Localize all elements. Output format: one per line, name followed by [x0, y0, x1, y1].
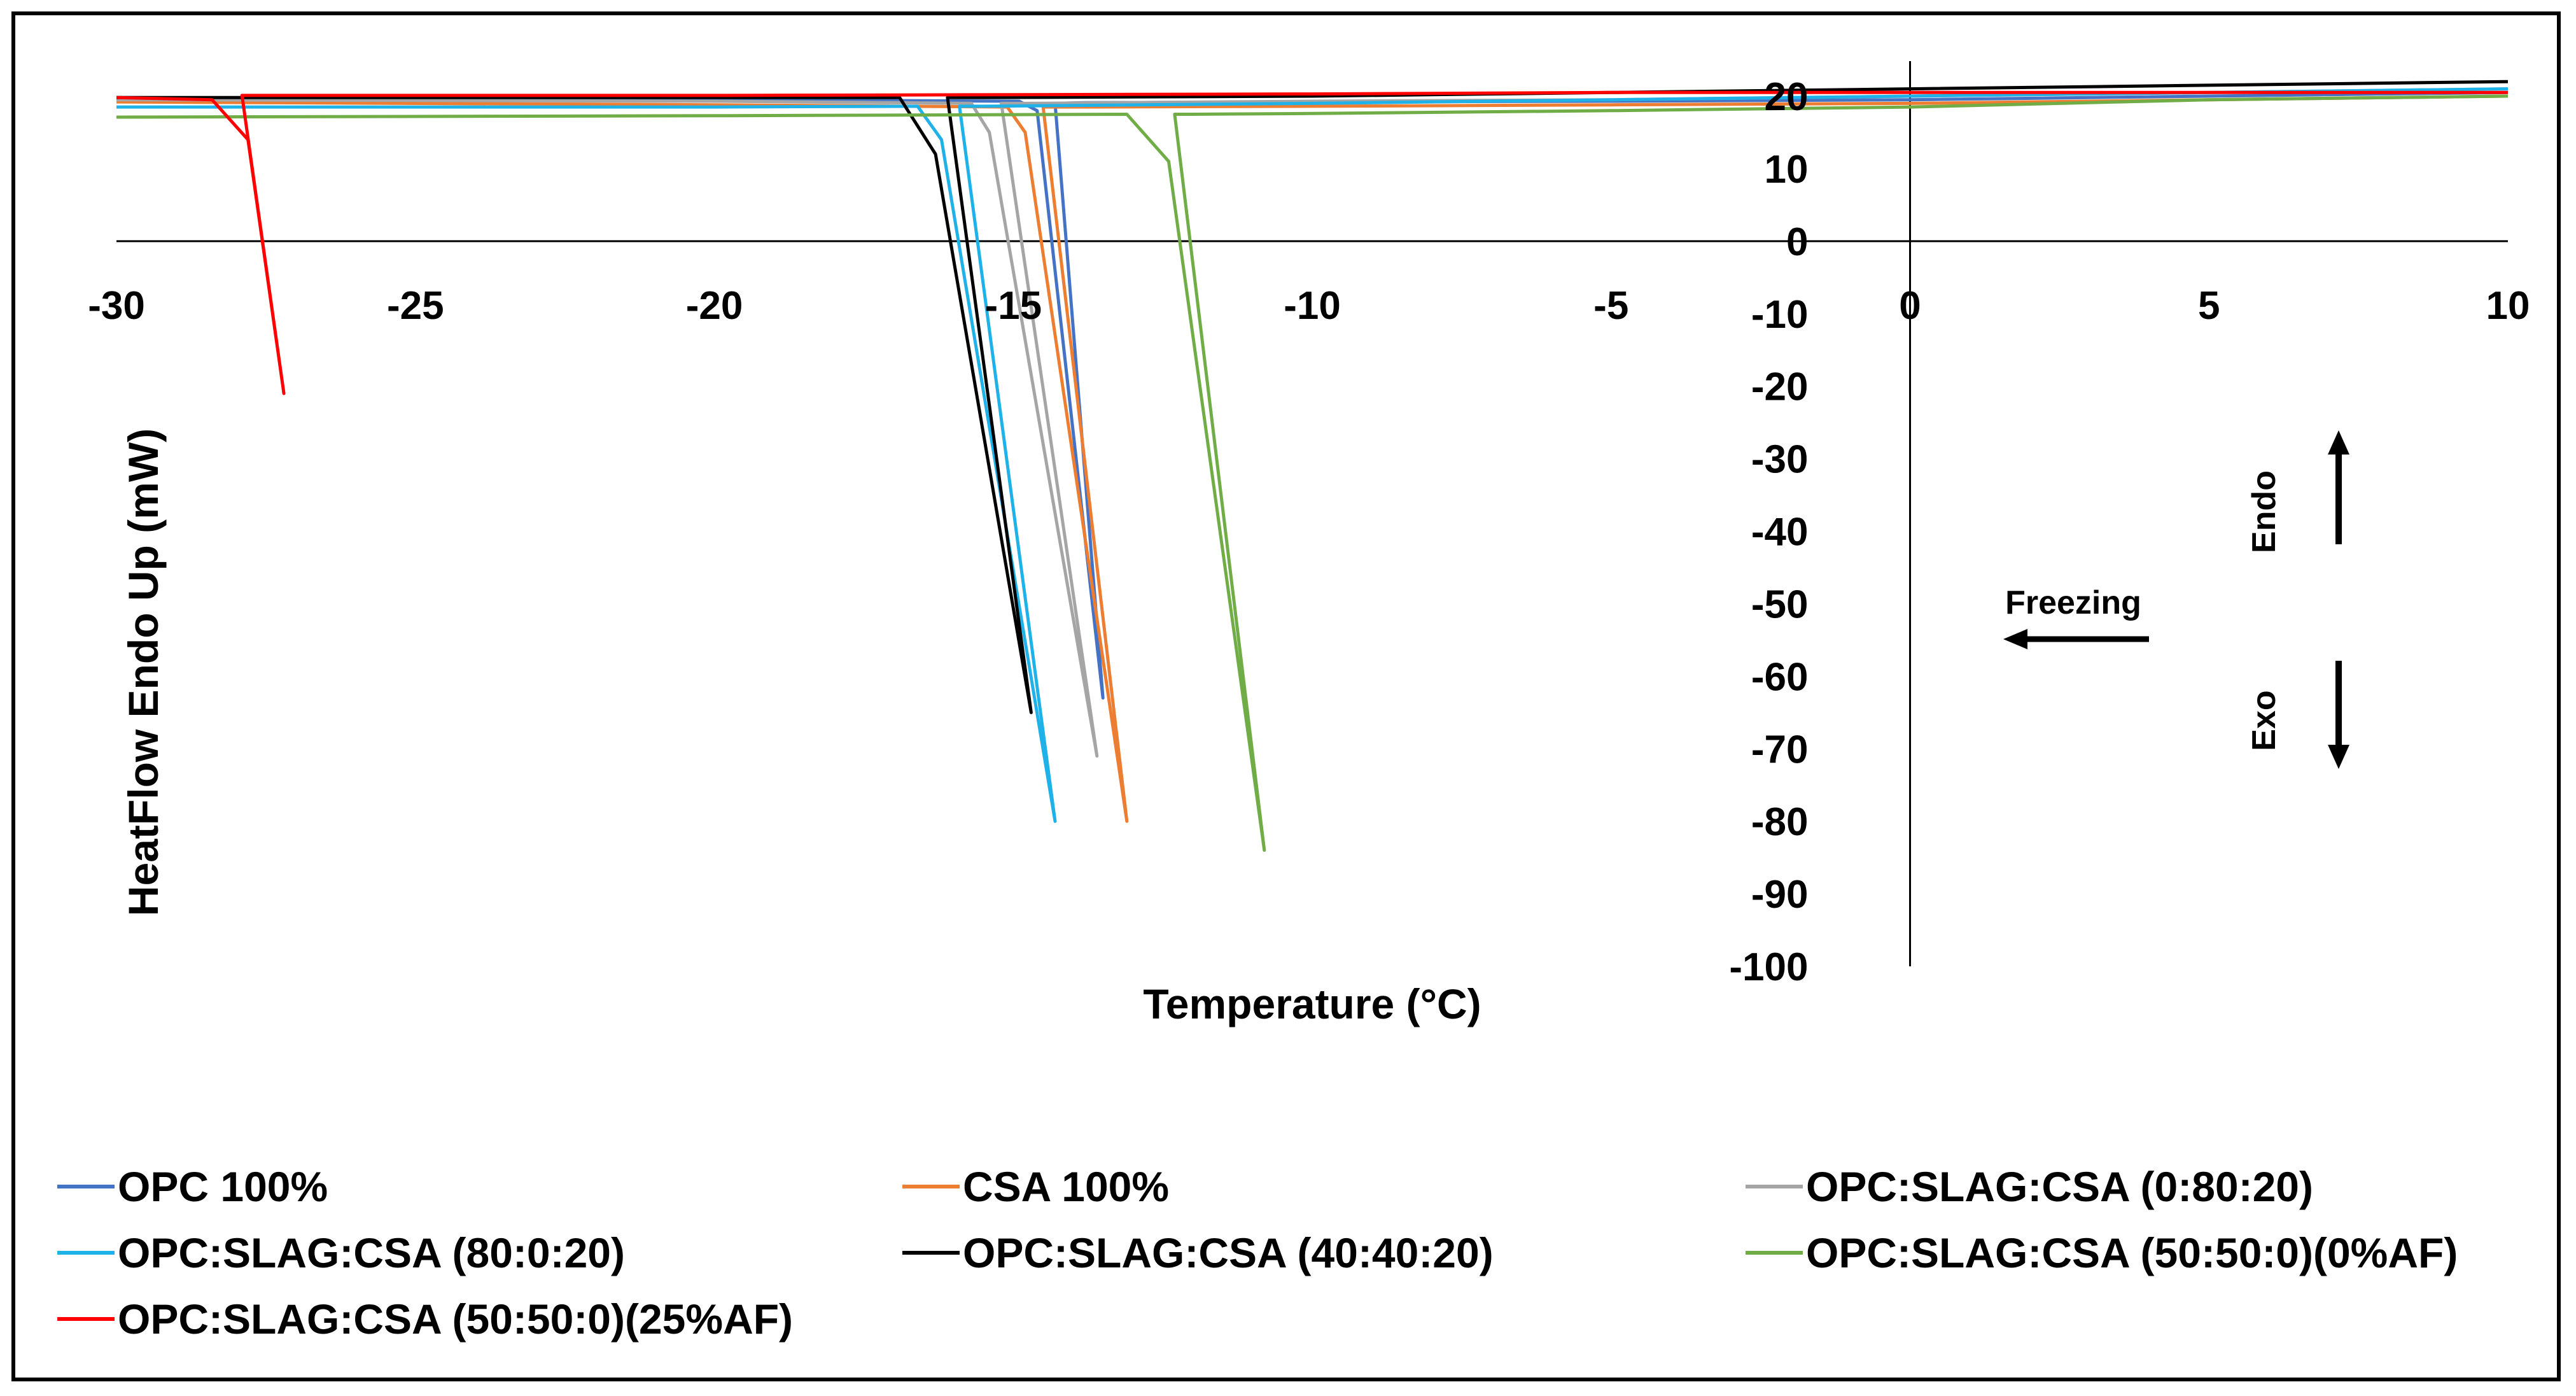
legend: OPC 100% CSA 100% OPC:SLAG:CSA (0:80:20) OP…	[57, 1163, 2458, 1343]
series-line-2	[116, 94, 2509, 823]
series-layer	[116, 80, 2509, 852]
x-tick-label: 5	[2198, 284, 2220, 328]
y-tick-label: -40	[1751, 511, 1809, 554]
x-tick-label: -20	[686, 284, 743, 328]
legend-label: OPC:SLAG:CSA (80:0:20)	[118, 1229, 625, 1276]
chart-frame	[11, 11, 2561, 1381]
y-tick-label: 20	[1765, 75, 1809, 119]
y-tick-label: -100	[1729, 945, 1808, 989]
y-tick-label: -80	[1751, 800, 1809, 844]
x-axis-title: Temperature (°C)	[1143, 980, 1481, 1027]
legend-label: OPC:SLAG:CSA (0:80:20)	[1806, 1163, 2313, 1210]
legend-label: OPC:SLAG:CSA (50:50:0)(25%AF)	[118, 1295, 793, 1343]
y-tick-label: -30	[1751, 438, 1809, 482]
y-tick-label: -90	[1751, 873, 1809, 917]
x-tick-label: 0	[1899, 284, 1921, 328]
legend-label: OPC 100%	[118, 1163, 328, 1210]
y-tick-label: -10	[1751, 293, 1809, 337]
series-line-1	[116, 90, 2509, 700]
y-tick-label: 0	[1786, 220, 1808, 264]
legend-label: CSA 100%	[963, 1163, 1169, 1210]
series-line-4	[116, 87, 2509, 823]
freezing-arrow-icon	[2003, 629, 2149, 649]
x-tick-label: -5	[1593, 284, 1628, 328]
y-tick-label: -70	[1751, 728, 1809, 772]
axes	[116, 61, 2508, 966]
y-axis-title: HeatFlow Endo Up (mW)	[120, 428, 167, 916]
y-tick-label: 10	[1765, 148, 1809, 192]
legend-label: OPC:SLAG:CSA (40:40:20)	[963, 1229, 1494, 1276]
series-line-7	[116, 90, 2508, 395]
freezing-label: Freezing	[2005, 584, 2141, 621]
direction-annotations: Endo Exo Freezing	[2003, 430, 2349, 769]
series-line-3	[116, 87, 2509, 758]
legend-label: OPC:SLAG:CSA (50:50:0)(0%AF)	[1806, 1229, 2458, 1276]
y-tick-label: -50	[1751, 582, 1809, 626]
ticks-layer: -30 -25 -20 -15 -10 -5 0 5 1020100-10-20-30-40-5…	[88, 75, 2530, 989]
x-tick-label: -30	[88, 284, 145, 328]
exo-label: Exo	[2246, 690, 2283, 751]
exo-arrow-icon	[2328, 661, 2349, 769]
y-tick-label: -20	[1751, 365, 1809, 409]
endo-arrow-icon	[2328, 430, 2349, 544]
endo-label: Endo	[2246, 470, 2283, 553]
x-tick-label: 10	[2486, 284, 2530, 328]
x-tick-label: -15	[984, 284, 1042, 328]
y-tick-label: -60	[1751, 655, 1809, 699]
series-line-6	[116, 94, 2509, 852]
series-line-5	[116, 80, 2509, 714]
x-tick-label: -25	[387, 284, 444, 328]
x-tick-label: -10	[1284, 284, 1341, 328]
